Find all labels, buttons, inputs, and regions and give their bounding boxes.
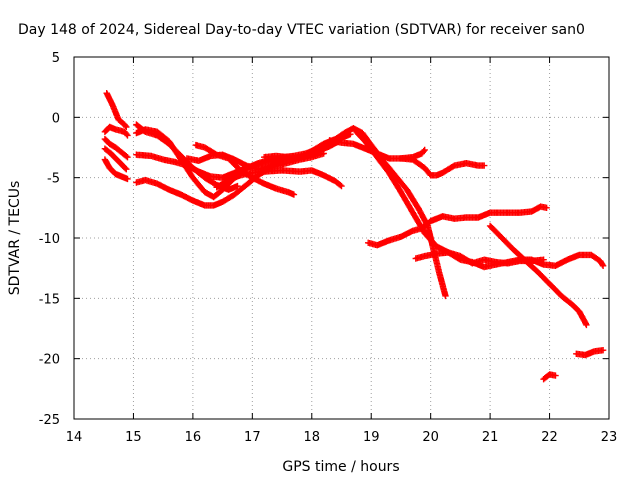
y-tick-label: -10	[39, 232, 60, 247]
x-tick-label: 14	[66, 430, 83, 445]
series-arc-18	[412, 249, 547, 267]
axis-ticks: 14 15 16 17 18 19 20 21 22 23 -25 -20 -15 -10 -5 0 5	[39, 51, 618, 445]
x-tick-label: 15	[125, 430, 142, 445]
x-tick-label: 17	[244, 430, 261, 445]
marker-trail-arc-3	[101, 135, 131, 161]
marker-trail-arc-17	[365, 203, 550, 249]
marker-trail-arc-1	[103, 90, 130, 131]
x-tick-label: 23	[601, 430, 618, 445]
marker-trail-arc-19	[486, 222, 590, 329]
x-tick-label: 21	[482, 430, 499, 445]
series-arc-21	[573, 347, 607, 359]
series-arc-16	[397, 155, 488, 179]
marker-trail-arc-15	[353, 128, 607, 271]
series-arc-15	[353, 128, 607, 271]
x-tick-label: 19	[363, 430, 380, 445]
y-tick-label: -25	[39, 413, 60, 428]
x-axis-label: GPS time / hours	[282, 459, 399, 475]
chart-title: Day 148 of 2024, Sidereal Day-to-day VTE…	[18, 22, 585, 38]
marker-trail-arc-2	[101, 123, 131, 139]
series-arc-19	[486, 222, 590, 329]
y-tick-label: -15	[39, 292, 60, 307]
marker-trail-arc-18	[412, 249, 547, 267]
marker-trail-arc-20	[540, 371, 559, 383]
x-tick-label: 20	[422, 430, 439, 445]
x-tick-label: 18	[304, 430, 321, 445]
marker-trail-arc-16	[397, 155, 488, 179]
grid-lines	[74, 57, 609, 419]
y-tick-label: -5	[47, 172, 60, 187]
series-arc-1	[103, 90, 130, 131]
series-arc-3	[101, 135, 131, 161]
series-arc-17	[365, 203, 550, 249]
series-arc-4	[101, 145, 130, 173]
y-tick-label: -20	[39, 353, 60, 368]
series-arc-20	[540, 371, 559, 383]
y-tick-label: 0	[52, 111, 60, 126]
marker-trail-arc-4	[101, 145, 130, 173]
marker-trail-arc-21	[573, 347, 607, 359]
marker-trail-arc-5	[101, 156, 131, 183]
series-arc-2	[101, 123, 131, 139]
series-arc-5	[101, 156, 131, 183]
y-axis-label: SDTVAR / TECUs	[7, 181, 23, 296]
x-tick-label: 16	[185, 430, 202, 445]
data-series	[101, 90, 607, 383]
y-tick-label: 5	[52, 51, 60, 66]
x-tick-label: 22	[541, 430, 558, 445]
